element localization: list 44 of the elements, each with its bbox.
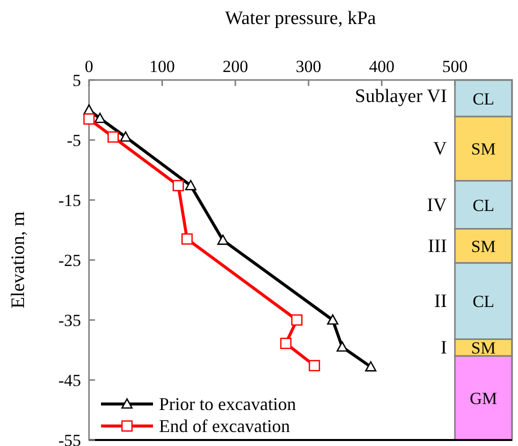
point (365, 361, 376, 372)
y-tick-label: -5 (66, 131, 81, 150)
band-label: SM (471, 236, 496, 256)
point (280, 338, 292, 350)
band-label: CL (472, 292, 494, 312)
y-tick-label: -25 (58, 251, 81, 270)
band-label: SM (471, 140, 496, 159)
legend-label: End of excavation (159, 416, 290, 436)
annotation: II (434, 291, 447, 312)
y-tick-label: -15 (58, 191, 81, 210)
point (181, 233, 193, 245)
point (336, 341, 348, 352)
y-tick-label: 5 (72, 71, 81, 90)
point (185, 180, 196, 190)
annotation: Sublayer VI (354, 86, 447, 107)
annotation: III (428, 236, 447, 257)
x-tick-label: 100 (149, 57, 175, 76)
x-tick-label: 300 (296, 57, 322, 76)
annotation: IV (426, 194, 448, 216)
band-label: GM (470, 389, 498, 408)
point (217, 234, 229, 245)
legend-label: Prior to excavation (159, 394, 296, 414)
y-tick-label: -45 (58, 371, 81, 390)
y-tick-label: -35 (58, 311, 81, 330)
y-tick-label: -55 (58, 431, 81, 446)
point (94, 112, 106, 124)
annotation: I (440, 338, 447, 359)
point (108, 131, 119, 143)
x-tick-label: 200 (222, 57, 248, 76)
point (83, 113, 95, 125)
point (172, 180, 184, 192)
band-label: CL (472, 89, 494, 108)
x-tick-label: 500 (442, 57, 468, 76)
x-tick-label: 400 (368, 57, 394, 76)
annotation: V (433, 138, 448, 160)
band-label: SM (471, 338, 496, 358)
point (291, 314, 302, 326)
x-tick-label: 0 (84, 57, 94, 76)
y-axis-title: Elevation, m (8, 211, 29, 309)
point (308, 360, 320, 372)
x-axis-title: Water pressure, kPa (225, 8, 377, 29)
point (120, 131, 132, 142)
point (327, 314, 338, 325)
band-label: CL (472, 196, 494, 215)
